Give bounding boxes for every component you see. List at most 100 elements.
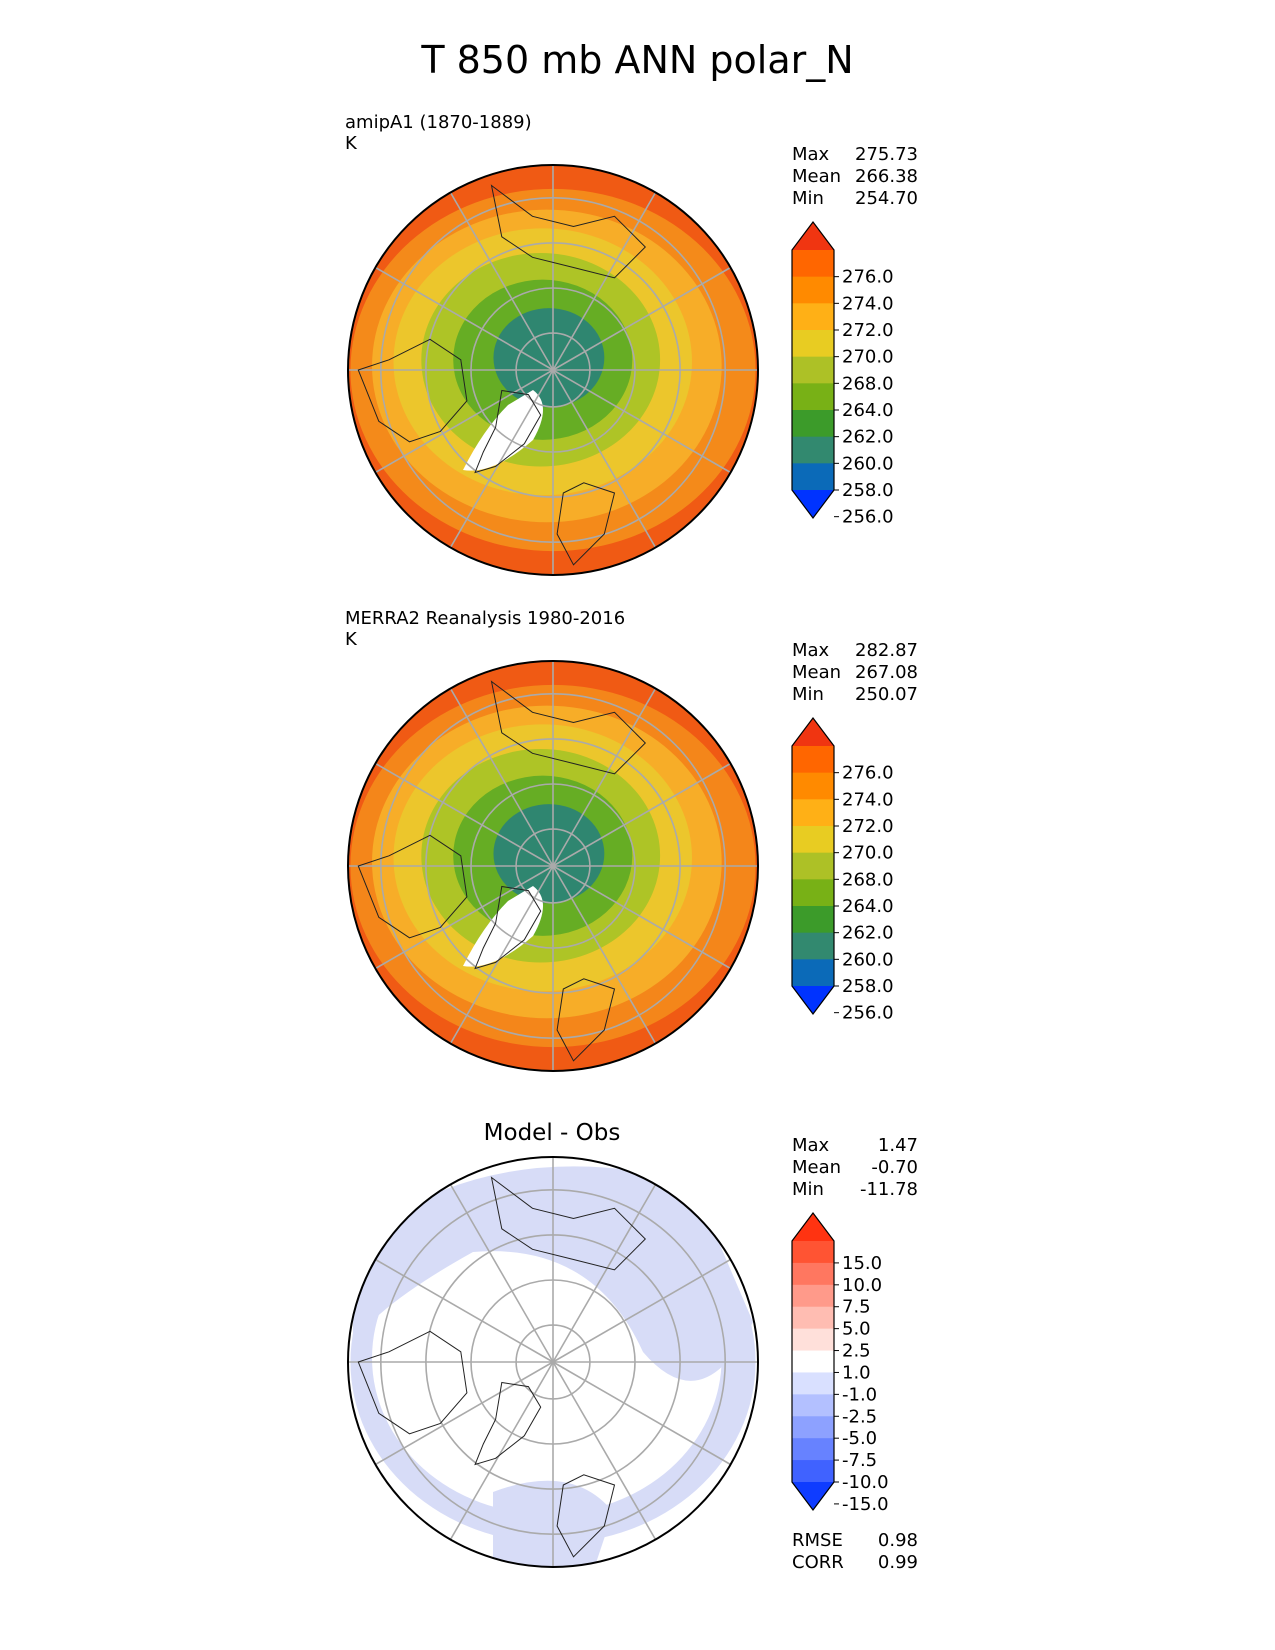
colorbar-tick-label: 7.5 xyxy=(842,1297,871,1318)
panel-2-title-line1: MERRA2 Reanalysis 1980-2016 xyxy=(345,608,626,629)
panel-2-stats: Max 282.87 Mean 267.08 Min 250.07 xyxy=(792,640,918,706)
colorbar-segment xyxy=(792,1350,834,1373)
colorbar-tick-label: 262.0 xyxy=(842,923,894,944)
stat-value: 267.08 xyxy=(855,662,918,683)
colorbar-3: 15.010.07.55.02.51.0-1.0-2.5-5.0-7.5-10.… xyxy=(791,1212,889,1515)
stat-value: 266.38 xyxy=(855,166,918,187)
colorbar-tick-label: 270.0 xyxy=(842,843,894,864)
field-band xyxy=(493,1300,605,1400)
stat-label: Mean xyxy=(792,662,842,683)
panel-1-title-line1: amipA1 (1870-1889) xyxy=(345,112,532,133)
greenland-mask xyxy=(463,390,543,471)
colorbar-segment xyxy=(792,1306,834,1330)
colorbar-segment xyxy=(792,410,834,438)
panel-3-title: Model - Obs xyxy=(483,1120,621,1146)
colorbar-tick-label: 264.0 xyxy=(842,400,894,421)
meridian-line xyxy=(375,1361,554,1466)
colorbar-tick-label: 15.0 xyxy=(842,1253,882,1274)
coastline xyxy=(357,338,468,443)
meridian-line xyxy=(375,266,554,371)
colorbar-segment xyxy=(792,906,834,934)
stat-label: Min xyxy=(792,684,824,705)
colorbar-tick-label: 272.0 xyxy=(842,320,894,341)
colorbar-tick-label: 260.0 xyxy=(842,453,894,474)
map-field xyxy=(348,661,758,1071)
colorbar-tick-label: 274.0 xyxy=(842,789,894,810)
metric-label: RMSE xyxy=(792,1530,843,1551)
meridian-line xyxy=(552,1184,657,1363)
coastline xyxy=(357,1330,468,1435)
colorbar-segment xyxy=(792,799,834,827)
colorbar-segment xyxy=(792,1262,834,1286)
polar-map-3 xyxy=(347,1156,759,1568)
panel-1-stats: Max 275.73 Mean 266.38 Min 254.70 xyxy=(792,144,918,210)
colorbar-segment xyxy=(792,303,834,331)
colorbar-tick-label: 2.5 xyxy=(842,1341,871,1362)
coastline xyxy=(474,885,542,970)
meridian-line xyxy=(552,266,731,371)
colorbar-tick-label: 5.0 xyxy=(842,1319,871,1340)
panel-1-title: amipA1 (1870-1889) K xyxy=(345,112,532,154)
panel-2-units: K xyxy=(345,629,357,650)
stat-value: 275.73 xyxy=(855,144,918,165)
colorbar-segment xyxy=(792,356,834,384)
field-band xyxy=(493,308,605,408)
field-band xyxy=(353,1166,753,1381)
meridian-line xyxy=(552,192,657,371)
meridian-line xyxy=(449,1184,554,1363)
colorbar-tick-label: 272.0 xyxy=(842,816,894,837)
colorbar-segment xyxy=(792,879,834,907)
colorbar-segment xyxy=(792,1328,834,1352)
colorbar-segment xyxy=(792,959,834,987)
metric-value: 0.98 xyxy=(877,1530,918,1551)
metric-label: CORR xyxy=(792,1552,844,1573)
colorbar-tick-label: -1.0 xyxy=(842,1384,877,1405)
colorbar-segment xyxy=(792,1241,834,1264)
colorbar-segment xyxy=(792,1438,834,1461)
colorbar-tick-label: 276.0 xyxy=(842,267,894,288)
colorbar-tick-label: -10.0 xyxy=(842,1472,889,1493)
coastline xyxy=(357,834,468,939)
colorbar-tick-label: 276.0 xyxy=(842,763,894,784)
colorbar-tick-label: 270.0 xyxy=(842,347,894,368)
meridian-line xyxy=(449,369,554,548)
meridian-line xyxy=(375,865,554,970)
colorbar-segment xyxy=(792,250,834,278)
greenland-mask xyxy=(463,886,543,967)
polar-map-2 xyxy=(347,660,759,1072)
colorbar-extend-bottom xyxy=(792,986,834,1014)
stat-label: Mean xyxy=(792,1157,842,1178)
colorbar-tick-label: 274.0 xyxy=(842,293,894,314)
coastline xyxy=(556,482,616,566)
stat-label: Max xyxy=(792,1135,830,1156)
colorbar-tick-label: 10.0 xyxy=(842,1275,882,1296)
colorbar-extend-bottom xyxy=(792,1482,834,1510)
metric-value: 0.99 xyxy=(877,1552,918,1573)
polar-map-1 xyxy=(347,164,759,576)
colorbar-tick-label: 268.0 xyxy=(842,869,894,890)
coastline xyxy=(556,1474,616,1558)
coastline xyxy=(490,1176,647,1271)
coastline xyxy=(556,978,616,1062)
stat-label: Min xyxy=(792,1179,824,1200)
colorbar-tick-label: 258.0 xyxy=(842,976,894,997)
coastline xyxy=(474,1381,542,1466)
colorbar-extend-top xyxy=(792,222,834,250)
colorbar-tick-label: -7.5 xyxy=(842,1450,877,1471)
coastline xyxy=(474,389,542,474)
colorbar-extend-bottom xyxy=(792,490,834,518)
map-border xyxy=(347,164,759,576)
colorbar-tick-label: 256.0 xyxy=(842,507,894,528)
stat-value: -11.78 xyxy=(859,1179,918,1200)
colorbar-tick-label: 260.0 xyxy=(842,949,894,970)
meridian-line xyxy=(449,688,554,867)
colorbar-tick-label: 264.0 xyxy=(842,896,894,917)
meridian-line xyxy=(375,369,554,474)
meridian-line xyxy=(375,1258,554,1363)
colorbar-segment xyxy=(792,1284,834,1308)
stat-value: 1.47 xyxy=(877,1135,918,1156)
meridian-line xyxy=(375,762,554,867)
colorbar-segment xyxy=(792,1394,834,1417)
meridian-line xyxy=(552,762,731,867)
stat-value: 282.87 xyxy=(855,640,918,661)
